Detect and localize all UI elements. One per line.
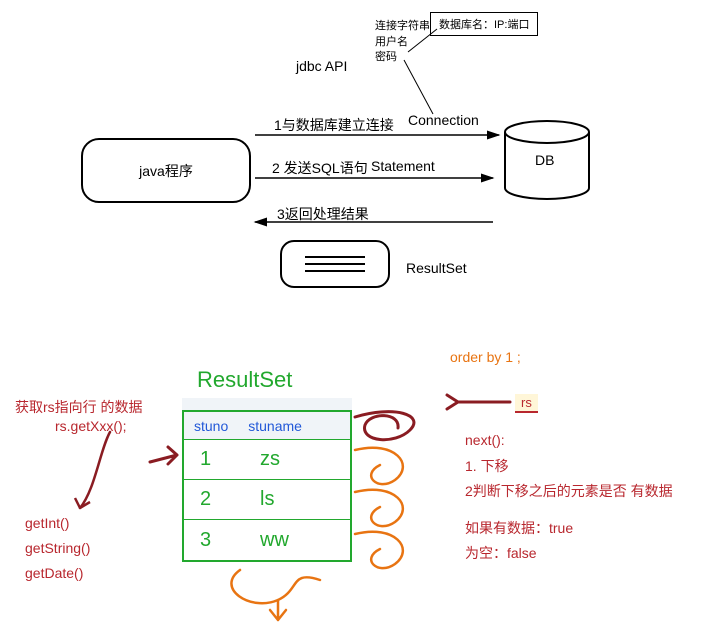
next-line4: 为空：false bbox=[465, 543, 537, 563]
table-row: 3 ww bbox=[184, 520, 350, 560]
rs-label-box: rs bbox=[515, 394, 538, 413]
cell: ww bbox=[244, 529, 305, 552]
password-label: 密码 bbox=[375, 48, 397, 64]
method-getstring: getString() bbox=[25, 540, 90, 556]
cell: 1 bbox=[184, 448, 244, 471]
next-line3: 如果有数据：true bbox=[465, 518, 573, 538]
jdbc-api-label: jdbc API bbox=[296, 58, 347, 74]
bottom-arrows-svg bbox=[0, 0, 719, 638]
table-row: 2 ls bbox=[184, 480, 350, 520]
get-xxx-label: rs.getXxx(); bbox=[55, 418, 127, 434]
db-label: DB bbox=[535, 152, 554, 168]
resultset-title: ResultSet bbox=[197, 367, 292, 393]
cell: ls bbox=[244, 488, 290, 511]
arrow1-label: 1与数据库建立连接 bbox=[274, 115, 394, 135]
method-getdate: getDate() bbox=[25, 565, 83, 581]
cell: 3 bbox=[184, 529, 244, 552]
java-program-label: java程序 bbox=[139, 161, 193, 181]
header-stuname: stuname bbox=[238, 418, 312, 434]
java-program-box: java程序 bbox=[81, 138, 251, 203]
table-header: stuno stuname bbox=[184, 412, 350, 440]
next-line1: 1. 下移 bbox=[465, 456, 509, 476]
arrow2-label: 2 发送SQL语句 bbox=[272, 158, 368, 178]
table-top-band bbox=[182, 398, 352, 410]
resultset-line bbox=[305, 270, 365, 272]
get-rs-text: 获取rs指向行 的数据 bbox=[15, 397, 143, 417]
cell: 2 bbox=[184, 488, 244, 511]
resultset-label: ResultSet bbox=[406, 260, 467, 276]
resultset-icon-box bbox=[280, 240, 390, 288]
cell: zs bbox=[244, 448, 296, 471]
method-getint: getInt() bbox=[25, 515, 69, 531]
statement-label: Statement bbox=[371, 158, 435, 174]
resultset-table: stuno stuname 1 zs 2 ls 3 ww bbox=[182, 410, 352, 562]
connection-label: Connection bbox=[408, 112, 479, 128]
db-info-box: 数据库名：IP:端口 bbox=[430, 12, 538, 36]
arrow3-label: 3返回处理结果 bbox=[277, 204, 369, 224]
conn-str-label: 连接字符串 bbox=[375, 17, 430, 33]
table-row: 1 zs bbox=[184, 440, 350, 480]
resultset-line bbox=[305, 256, 365, 258]
next-line2: 2判断下移之后的元素是否 有数据 bbox=[465, 481, 673, 501]
next-label: next(): bbox=[465, 432, 505, 448]
resultset-line bbox=[305, 263, 365, 265]
header-stuno: stuno bbox=[184, 418, 238, 434]
username-label: 用户名 bbox=[375, 33, 408, 49]
order-by-label: order by 1 ; bbox=[450, 349, 521, 365]
